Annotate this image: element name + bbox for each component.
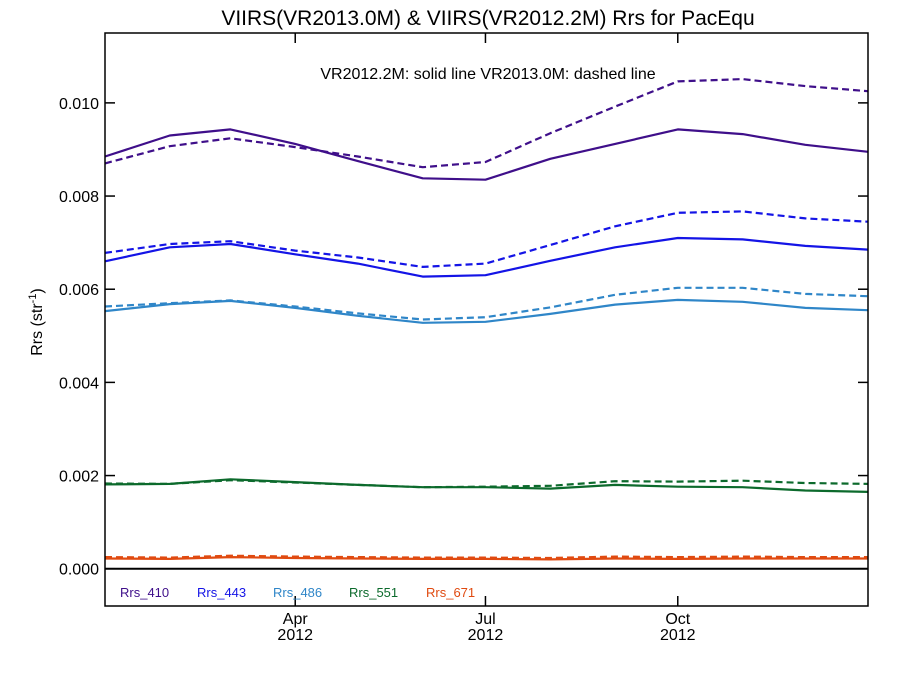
y-axis-label-close: )	[29, 288, 46, 293]
y-tick-label: 0.002	[59, 469, 99, 486]
x-tick-sublabel: 2012	[277, 627, 313, 644]
plot-frame	[104, 32, 869, 607]
y-tick-label: 0.006	[59, 282, 99, 299]
x-tick-sublabel: 2012	[468, 627, 504, 644]
series-line-rrs-443-dashed	[104, 210, 869, 268]
legend-item-rrs-443: Rrs_443	[197, 585, 246, 600]
chart-title: VIIRS(VR2013.0M) & VIIRS(VR2012.2M) Rrs …	[221, 7, 754, 30]
x-tick-label: Apr	[283, 611, 309, 628]
y-axis-label-main: Rrs (str	[29, 303, 46, 356]
series-line-rrs-486-dashed	[104, 286, 869, 321]
series-line-rrs-410-solid	[104, 128, 869, 181]
y-axis-label-exponent: -1	[27, 294, 39, 304]
x-tick-label: Oct	[665, 611, 690, 628]
line-style-note: VR2012.2M: solid line VR2013.0M: dashed …	[320, 66, 655, 83]
series-line-rrs-410-dashed	[104, 77, 869, 169]
y-axis-label: Rrs (str-1)	[27, 288, 46, 356]
legend-item-rrs-486: Rrs_486	[273, 585, 322, 600]
series-line-rrs-671-dashed	[104, 554, 868, 560]
legend-item-rrs-551: Rrs_551	[349, 585, 398, 600]
legend-item-rrs-671: Rrs_671	[426, 585, 475, 600]
plot-area: 0.0000.0020.0040.0060.0080.010Apr2012Jul…	[59, 32, 869, 644]
series-line-rrs-443-solid	[104, 236, 869, 278]
y-tick-label: 0.008	[59, 189, 99, 206]
series-line-rrs-671-solid	[104, 555, 868, 561]
series-line-rrs-551-dashed	[104, 479, 869, 489]
svg-text:Rrs (str-1): Rrs (str-1)	[27, 288, 46, 356]
x-tick-sublabel: 2012	[660, 627, 696, 644]
y-tick-label: 0.004	[59, 375, 99, 392]
y-tick-label: 0.010	[59, 96, 99, 113]
legend-item-rrs-410: Rrs_410	[120, 585, 169, 600]
y-tick-label: 0.000	[59, 562, 99, 579]
x-tick-label: Jul	[475, 611, 495, 628]
